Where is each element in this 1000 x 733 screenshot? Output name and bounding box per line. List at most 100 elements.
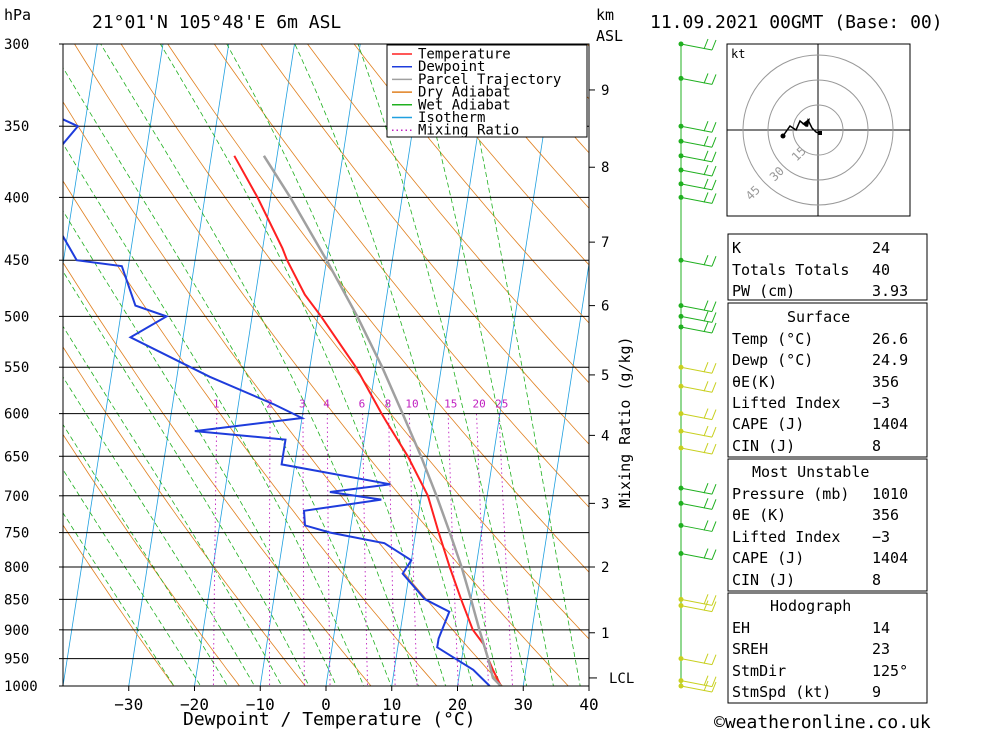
mixing-ratio-line <box>447 413 459 686</box>
mixing-ratio-axis-title: Mixing Ratio (g/kg) <box>616 336 634 508</box>
km-tick-label: 3 <box>601 496 609 512</box>
wind-barb-shaft <box>680 43 713 51</box>
pressure-tick-label: 450 <box>4 253 29 269</box>
wind-barb-shaft <box>680 413 713 421</box>
wind-barb-shaft <box>680 430 713 438</box>
mixing-ratio-line <box>362 413 368 686</box>
copyright-link[interactable]: ©weatheronline.co.uk <box>714 712 931 733</box>
wind-barb-flag <box>703 381 709 392</box>
legend-label: Dewpoint <box>418 59 485 75</box>
wind-barb-flag <box>711 426 717 438</box>
mixing-ratio-label: 10 <box>405 398 418 411</box>
isotherm-line <box>522 261 589 686</box>
surface-li-label: Lifted Index <box>732 394 840 412</box>
wind-barb-shaft <box>680 125 713 133</box>
mixing-ratio-line <box>498 413 513 686</box>
mixing-ratio-label: 4 <box>323 398 330 411</box>
wind-barb-shaft <box>680 685 713 693</box>
wind-barb-shaft <box>680 315 713 323</box>
hodograph-table-box <box>727 592 928 704</box>
surface-temp-value: 26.6 <box>872 330 908 348</box>
x-axis-title: Dewpoint / Temperature (°C) <box>183 709 476 730</box>
pressure-tick-label: 600 <box>4 407 29 423</box>
mixing-ratio-label: 15 <box>444 398 457 411</box>
wind-barb-flag <box>703 482 709 494</box>
wind-barb-shaft <box>680 385 713 393</box>
hodograph-ring-15 <box>792 104 844 156</box>
wind-barb-flag <box>711 74 717 85</box>
mixing-ratio-line <box>302 413 305 686</box>
pressure-tick-label: 900 <box>4 623 29 639</box>
skewt-axes: 3003504004505005506006507007508008509009… <box>4 37 634 714</box>
dewpoint-profile <box>63 118 491 686</box>
hodo-stmspd-label: StmSpd (kt) <box>732 683 831 701</box>
wind-barb-flag <box>711 256 717 267</box>
isotherm-line <box>259 44 361 686</box>
wet-adiabat-line <box>63 210 337 686</box>
most-unstable-table: Most Unstable Pressure (mb) 1010 θE (K) … <box>727 458 928 592</box>
hodo-eh-value: 14 <box>872 619 890 637</box>
mixing-ratio-label: 6 <box>359 398 366 411</box>
wind-barb-flag <box>703 38 709 50</box>
legend-label: Dry Adiabat <box>418 85 511 101</box>
mu-pressure-value: 1010 <box>872 485 908 503</box>
wind-barb-flag <box>711 409 717 420</box>
wind-barb-flag <box>711 137 717 148</box>
temperature-tick-label: 40 <box>579 695 598 714</box>
hodograph-ring-45 <box>742 54 894 206</box>
hodograph-unit-label: kt <box>731 47 745 61</box>
indices-table: K 24 Totals Totals 40 PW (cm) 3.93 <box>727 233 928 301</box>
km-tick-label: 5 <box>601 368 609 384</box>
legend-label: Isotherm <box>418 110 485 126</box>
most-unstable-title: Most Unstable <box>752 463 869 481</box>
surface-cape-label: CAPE (J) <box>732 415 804 433</box>
indices-box <box>727 233 928 301</box>
pressure-tick-label: 700 <box>4 489 29 505</box>
wind-barb-flag <box>703 498 709 509</box>
wind-barb-shaft <box>680 196 713 204</box>
surface-dewp-label: Dewp (°C) <box>732 351 813 369</box>
wind-barb-flag <box>703 520 709 531</box>
wind-barb-flag <box>711 312 717 323</box>
legend-label: Mixing Ratio <box>418 123 519 139</box>
temperature-tick-label: −10 <box>246 695 275 714</box>
hodo-sreh-label: SREH <box>732 640 768 658</box>
wind-barb-flag <box>703 362 709 373</box>
km-tick-label: 9 <box>601 83 609 99</box>
mu-pressure-label: Pressure (mb) <box>732 485 849 503</box>
isotherm-line <box>588 683 589 686</box>
surface-title: Surface <box>787 308 850 326</box>
pressure-tick-label: 300 <box>4 37 29 53</box>
wet-adiabat-line <box>459 44 581 686</box>
isotherm-line <box>194 44 295 686</box>
mu-cape-value: 1404 <box>872 549 908 567</box>
wind-barb-flag <box>703 442 709 454</box>
surface-box <box>727 302 928 458</box>
wind-barb-shaft <box>680 183 713 191</box>
wind-barb-flag <box>711 676 717 687</box>
plot-frame <box>62 43 590 687</box>
wind-barb-flag <box>711 595 717 606</box>
temperature-tick-label: −30 <box>114 695 143 714</box>
wet-adiabat-line <box>159 44 447 686</box>
wet-adiabat-line <box>63 142 365 686</box>
wind-barb-shaft <box>680 169 713 177</box>
index-tt-label: Totals Totals <box>732 261 849 279</box>
wet-adiabat-line <box>226 44 474 686</box>
wet-adiabat-line <box>63 66 392 686</box>
hodo-stmdir-label: StmDir <box>732 662 786 680</box>
wind-barb-flag <box>703 73 709 84</box>
wind-barb-shaft <box>680 77 713 85</box>
wind-barb-shaft <box>680 140 713 148</box>
mixing-ratio-label: 1 <box>213 398 220 411</box>
wind-barb-flag <box>703 164 709 176</box>
wind-barb-flag <box>711 193 717 204</box>
surface-table: Surface Temp (°C) 26.6 Dewp (°C) 24.9 θE… <box>727 302 928 458</box>
mu-cin-value: 8 <box>872 571 881 589</box>
parcel-trajectory-profile <box>262 155 502 686</box>
wind-barb-flag <box>703 548 709 559</box>
pressure-tick-label: 550 <box>4 360 29 376</box>
most-unstable-box <box>727 458 928 592</box>
wind-barb-flag <box>711 322 717 334</box>
